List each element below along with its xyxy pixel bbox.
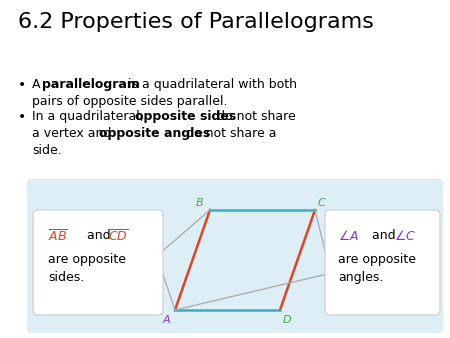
Text: do not share: do not share xyxy=(213,110,296,123)
Text: 6.2 Properties of Parallelograms: 6.2 Properties of Parallelograms xyxy=(18,12,374,32)
Text: opposite angles: opposite angles xyxy=(99,127,210,140)
Text: A: A xyxy=(32,78,45,91)
Text: A: A xyxy=(163,315,171,325)
Text: parallelogram: parallelogram xyxy=(42,78,140,91)
Text: $\overline{CD}$: $\overline{CD}$ xyxy=(108,229,128,244)
Text: $\overline{AB}$: $\overline{AB}$ xyxy=(48,229,68,244)
Text: •: • xyxy=(18,78,26,92)
Text: sides.: sides. xyxy=(48,271,84,284)
FancyBboxPatch shape xyxy=(33,210,163,315)
Text: •: • xyxy=(18,110,26,124)
FancyBboxPatch shape xyxy=(325,210,440,315)
Text: and: and xyxy=(83,229,115,242)
Text: opposite sides: opposite sides xyxy=(135,110,236,123)
Text: D: D xyxy=(283,315,292,325)
FancyBboxPatch shape xyxy=(27,179,443,333)
Text: $\angle C$: $\angle C$ xyxy=(394,229,416,243)
Text: side.: side. xyxy=(32,144,62,157)
Text: are opposite: are opposite xyxy=(338,253,416,266)
Text: and: and xyxy=(368,229,400,242)
Text: In a quadrilateral,: In a quadrilateral, xyxy=(32,110,148,123)
Text: pairs of opposite sides parallel.: pairs of opposite sides parallel. xyxy=(32,95,228,108)
Text: do not share a: do not share a xyxy=(182,127,276,140)
Text: angles.: angles. xyxy=(338,271,383,284)
Text: C: C xyxy=(318,198,326,208)
Text: is a quadrilateral with both: is a quadrilateral with both xyxy=(124,78,297,91)
Text: B: B xyxy=(196,198,203,208)
Text: are opposite: are opposite xyxy=(48,253,126,266)
Text: $\angle A$: $\angle A$ xyxy=(338,229,359,243)
Text: a vertex and: a vertex and xyxy=(32,127,115,140)
